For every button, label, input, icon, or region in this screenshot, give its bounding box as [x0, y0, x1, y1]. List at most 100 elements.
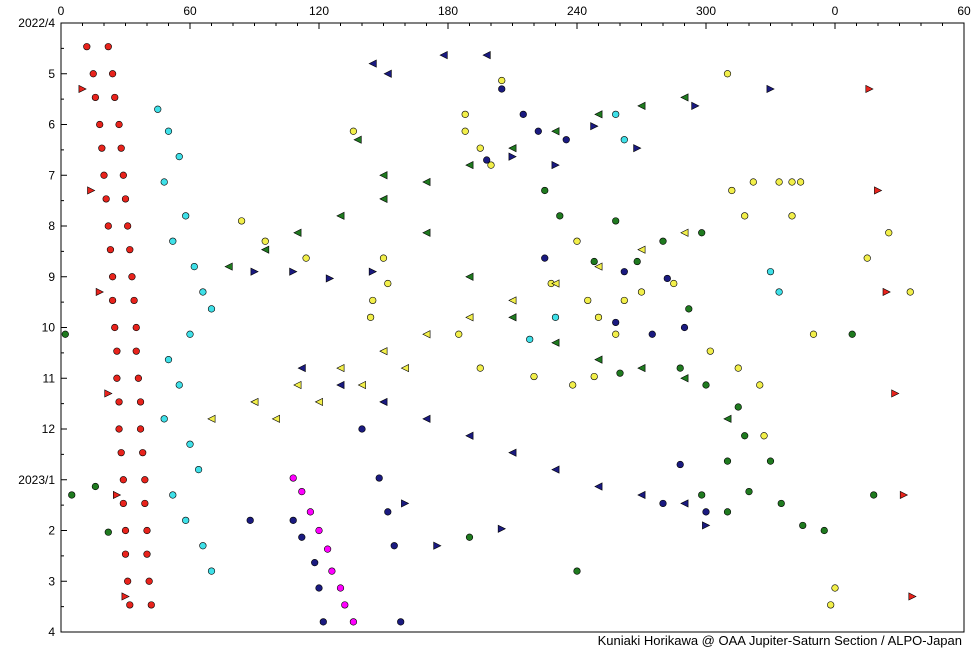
data-point-red-circle	[115, 398, 123, 406]
data-point-magenta-circle	[315, 526, 323, 535]
data-point-green-circle	[723, 508, 732, 516]
data-point-navy-circle	[315, 584, 323, 592]
data-point-navy-circle	[648, 330, 656, 338]
data-point-green-circle	[633, 257, 641, 266]
data-point-green-circle	[104, 528, 112, 536]
data-point-navy-triangle-left	[297, 364, 306, 373]
data-point-yellow-circle	[476, 364, 484, 372]
data-point-red-triangle-right	[121, 592, 130, 601]
data-point-yellow-circle	[831, 584, 839, 592]
data-point-navy-circle	[659, 499, 667, 508]
data-point-magenta-circle	[298, 487, 306, 496]
data-point-yellow-circle	[569, 381, 577, 389]
data-point-yellow-circle	[594, 313, 603, 321]
data-point-yellow-circle	[788, 212, 796, 220]
data-point-red-circle	[100, 171, 108, 179]
data-point-navy-circle	[663, 274, 671, 283]
data-point-red-circle	[96, 120, 104, 129]
data-point-navy-triangle-left	[508, 448, 517, 457]
data-point-yellow-circle	[530, 372, 538, 381]
data-point-red-circle	[132, 347, 140, 355]
y-tick-label: 3	[48, 574, 55, 588]
y-axis-ticks: 2022/4 5 6 7 8 9 10 11 12 2023/1 2 3 4	[18, 16, 67, 639]
data-point-red-triangle-right	[104, 389, 113, 398]
data-point-yellow-circle	[620, 296, 628, 305]
data-point-navy-triangle-right	[289, 267, 298, 276]
data-point-red-circle	[145, 577, 153, 585]
data-point-green-triangle-left	[336, 211, 345, 220]
data-point-magenta-circle	[306, 508, 315, 516]
data-point-yellow-triangle-left	[465, 313, 474, 322]
x-tick-label: 180	[438, 4, 458, 18]
data-point-red-triangle-right	[908, 592, 917, 601]
data-point-green-circle	[799, 521, 807, 530]
data-point-navy-circle	[397, 618, 405, 626]
data-point-yellow-circle	[476, 144, 484, 152]
data-point-red-circle	[128, 273, 136, 281]
data-point-red-triangle-right	[87, 186, 96, 195]
data-point-green-circle	[741, 432, 749, 440]
data-point-yellow-circle	[367, 313, 375, 321]
data-point-green-triangle-left	[379, 194, 388, 204]
data-point-navy-triangle-left	[551, 465, 560, 474]
data-point-red-circle	[83, 43, 91, 51]
data-point-red-circle	[132, 323, 140, 332]
data-point-red-circle	[143, 550, 151, 558]
data-point-yellow-circle	[584, 296, 592, 305]
data-point-green-circle	[541, 186, 549, 195]
data-point-green-triangle-left	[637, 364, 646, 373]
data-point-navy-triangle-left	[379, 397, 388, 407]
data-point-cyan-circle	[190, 263, 198, 271]
data-point-navy-triangle-left	[482, 51, 491, 60]
data-point-yellow-circle	[590, 372, 598, 381]
data-point-green-circle	[766, 457, 775, 465]
data-point-red-triangle-right	[78, 84, 87, 94]
data-point-yellow-circle	[498, 76, 506, 85]
y-tick-label: 2023/1	[18, 473, 55, 487]
data-point-red-circle	[108, 70, 117, 78]
data-point-green-triangle-left	[465, 272, 474, 281]
data-point-cyan-circle	[207, 305, 216, 313]
data-point-green-triangle-left	[422, 228, 431, 237]
data-point-red-circle	[115, 425, 123, 433]
data-point-red-circle	[119, 171, 127, 179]
data-point-navy-triangle-left	[680, 499, 689, 508]
data-point-green-circle	[573, 567, 581, 575]
data-point-green-triangle-left	[594, 110, 603, 119]
x-tick-label: 120	[309, 4, 329, 18]
data-point-green-circle	[820, 526, 828, 535]
data-point-navy-triangle-left	[368, 59, 377, 68]
data-point-yellow-circle	[885, 229, 893, 237]
data-point-yellow-circle	[788, 178, 796, 186]
data-point-yellow-circle	[261, 237, 269, 245]
data-point-yellow-triangle-left	[314, 397, 323, 407]
data-point-cyan-circle	[186, 330, 194, 338]
data-point-yellow-circle	[749, 178, 757, 186]
data-point-navy-circle	[311, 559, 319, 567]
data-point-yellow-triangle-left	[250, 397, 259, 407]
data-point-yellow-circle	[734, 364, 742, 372]
data-point-yellow-circle	[827, 601, 835, 609]
data-point-yellow-triangle-left	[207, 414, 216, 423]
data-point-cyan-circle	[182, 212, 190, 220]
data-point-green-circle	[68, 491, 76, 499]
x-tick-label: 60	[183, 4, 197, 18]
data-point-yellow-circle	[723, 70, 732, 78]
data-point-yellow-triangle-left	[336, 364, 345, 373]
data-point-red-circle	[141, 476, 149, 484]
data-point-cyan-circle	[620, 136, 628, 144]
data-point-navy-circle	[289, 516, 297, 524]
data-point-magenta-circle	[336, 584, 345, 592]
data-point-green-triangle-left	[551, 338, 560, 347]
data-point-red-circle	[108, 296, 117, 305]
data-point-green-triangle-left	[551, 127, 560, 136]
data-point-navy-circle	[676, 460, 684, 469]
data-point-red-circle	[124, 577, 132, 585]
data-point-yellow-circle	[637, 288, 646, 296]
data-point-cyan-circle	[164, 356, 173, 364]
data-point-yellow-triangle-left	[508, 296, 517, 305]
data-point-red-circle	[121, 195, 130, 203]
data-point-yellow-circle	[487, 161, 495, 169]
data-point-green-circle	[659, 237, 667, 245]
